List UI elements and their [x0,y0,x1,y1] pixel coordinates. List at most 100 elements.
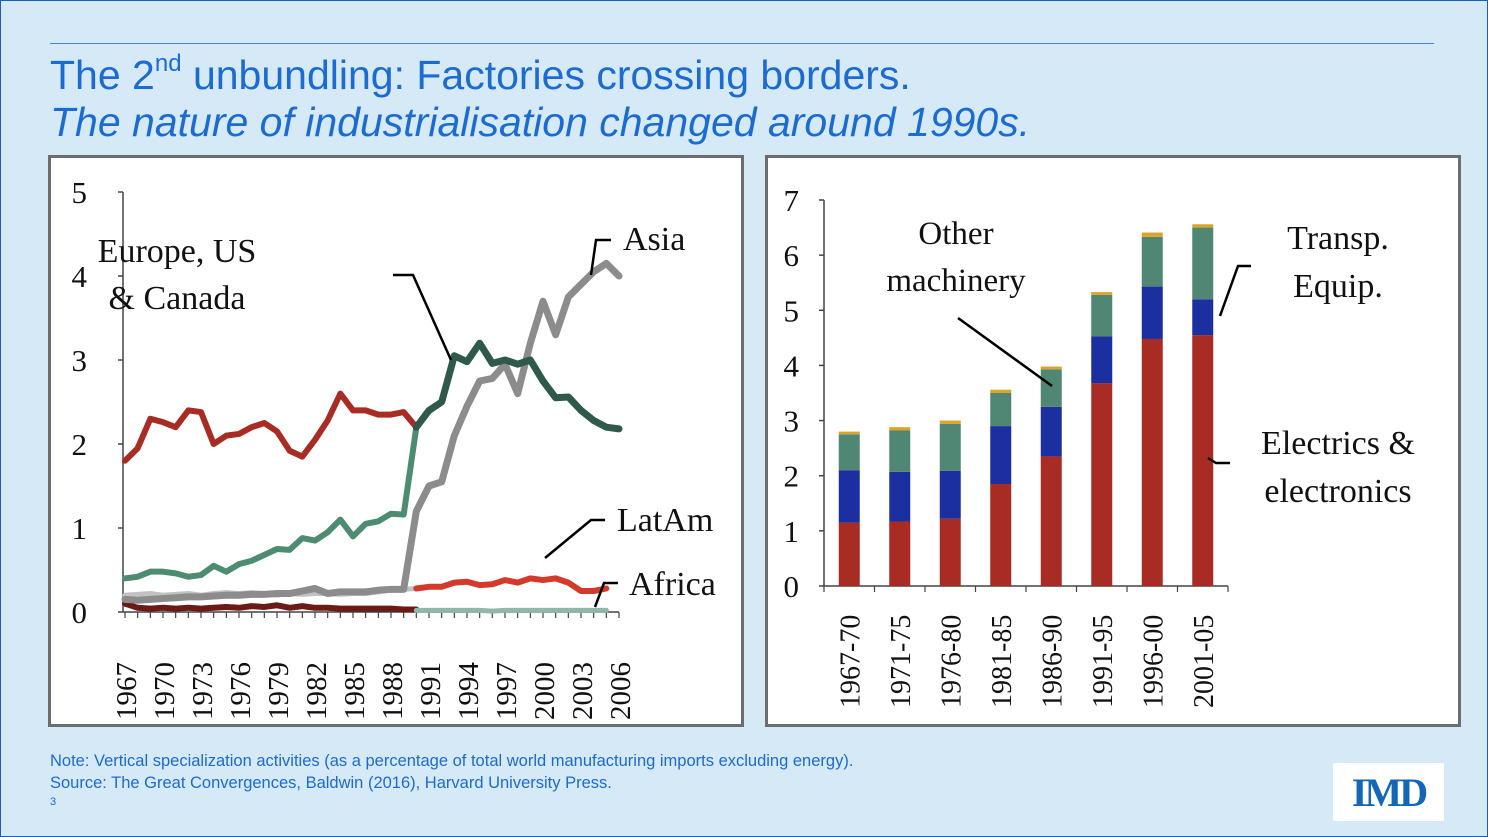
bar-other [1040,366,1062,370]
label-latam: LatAm [617,502,713,539]
bar-electrics-electronics [838,522,860,586]
leader-electrics [1207,456,1230,465]
note-text: Note: Vertical specialization activities… [50,752,854,770]
imd-logo: IMD [1333,763,1444,821]
x-tick-label: 2003 [567,662,599,720]
y-tick-label: 4 [784,348,800,383]
title-rule [50,43,1434,44]
slide-title: The 2nd unbundling: Factories crossing b… [50,52,1430,146]
series-line-africa [413,607,609,614]
series-line-africa-early [122,600,420,613]
title-line-1: The 2nd unbundling: Factories crossing b… [50,50,911,99]
x-tick-label: 1996-00 [1138,615,1169,708]
bar-other-machinery [1040,369,1062,407]
label-asia: Asia [623,221,685,258]
label-electrics: Electrics & [1261,425,1415,462]
bar-other-machinery [1192,227,1214,300]
bar-transp-equip- [939,470,961,519]
x-tick-label: 2006 [605,662,637,720]
series-line-europe-us-canada-early [122,424,420,582]
bar-other [1192,224,1214,228]
source-text: Source: The Great Convergences, Baldwin … [50,774,612,792]
x-tick-label: 1994 [453,662,485,721]
y-tick-label: 4 [72,259,88,294]
y-tick-label: 0 [784,569,800,604]
bar-other-machinery [1141,236,1163,287]
y-tick-label: 2 [72,427,88,462]
bar-electrics-electronics [1141,338,1163,586]
x-tick-label: 1973 [187,662,219,720]
x-tick-label: 1967-70 [835,615,866,708]
bar-other [1091,292,1113,295]
y-tick-label: 7 [784,183,800,218]
bar-other [838,431,860,435]
series-line-asia [121,259,623,604]
y-tick-label: 3 [72,343,88,378]
leader-latam [544,518,605,559]
x-tick-label: 1997 [491,662,523,720]
x-tick-label: 1967 [111,662,143,720]
label-transp-equip: Transp. [1287,220,1389,257]
bar-electrics-electronics [990,483,1012,586]
series-line-europe-us-canada [412,339,623,433]
label-electrics: electronics [1264,473,1411,510]
leader-africa [593,581,618,608]
leader-europe [393,273,453,361]
x-tick-label: 1985 [339,662,371,720]
line-chart-panel: 0 1 2 3 4 5 1967 1970 1973 1976 1979 1982 1985 1988 19… [48,155,744,727]
x-tick-label: 1976 [225,662,257,720]
bar-other-machinery [838,434,860,471]
label-europe-us-canada: Europe, US [98,233,257,270]
y-tick-label: 1 [72,511,88,546]
x-tick-label: 1988 [377,662,409,720]
leader-transp [1218,264,1251,317]
bar-other [939,420,961,424]
footnote: Note: Vertical specialization activities… [50,750,1150,794]
y-tick-label: 3 [784,404,800,439]
bar-other-machinery [939,423,961,471]
label-europe-us-canada: & Canada [109,280,246,317]
bar-other-machinery [889,430,911,472]
x-tick-label: 1981-85 [987,615,1018,708]
bar-transp-equip- [1040,406,1062,457]
x-tick-label: 1976-80 [936,615,967,708]
label-other-machinery: machinery [886,263,1026,299]
leader-other-machinery [957,316,1053,388]
bar-transp-equip- [1091,336,1113,384]
y-tick-label: 6 [784,238,800,273]
bar-other [990,389,1012,393]
title-line-2: The nature of industrialisation changed … [50,99,1031,145]
y-tick-label: 5 [72,175,88,210]
bar-electrics-electronics [939,518,961,586]
series-line-latam [413,575,610,594]
x-tick-label: 1986-90 [1037,615,1068,708]
y-tick-label: 1 [784,514,800,549]
bar-electrics-electronics [1091,383,1113,586]
label-other-machinery: Other [918,216,993,252]
bar-electrics-electronics [889,521,911,586]
bar-electrics-electronics [1192,335,1214,586]
bar-transp-equip- [1192,299,1214,336]
x-tick-label: 1979 [263,662,295,720]
bar-transp-equip- [889,471,911,522]
bar-electrics-electronics [1040,456,1062,586]
bar-transp-equip- [990,426,1012,484]
x-tick-label: 1982 [301,662,333,720]
page-number: 3 [50,796,57,808]
bar-chart-panel: 0 1 2 3 4 5 6 7 1967-70 1971-75 1976-80 1981-85 1986… [765,155,1461,727]
x-tick-label: 2000 [529,662,561,720]
bar-other-machinery [990,393,1012,427]
bar-other-machinery [1091,294,1113,337]
x-tick-label: 1970 [149,662,181,720]
bar-other [889,427,911,431]
x-tick-label: 2001-05 [1189,615,1220,708]
leader-asia [589,238,611,276]
bar-other [1141,232,1163,237]
stacked-bar-chart: 0 1 2 3 4 5 6 7 1967-70 1971-75 1976-80 1981-85 1986… [784,183,1415,708]
series-line-europe-early [122,390,420,464]
bar-transp-equip- [838,470,860,523]
x-tick-label: 1971-75 [886,615,917,708]
x-tick-label: 1991-95 [1088,615,1119,708]
y-tick-label: 2 [784,459,800,494]
